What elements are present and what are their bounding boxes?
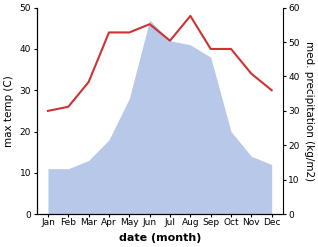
Y-axis label: med. precipitation (kg/m2): med. precipitation (kg/m2) [304,41,314,181]
X-axis label: date (month): date (month) [119,233,201,243]
Y-axis label: max temp (C): max temp (C) [4,75,14,147]
